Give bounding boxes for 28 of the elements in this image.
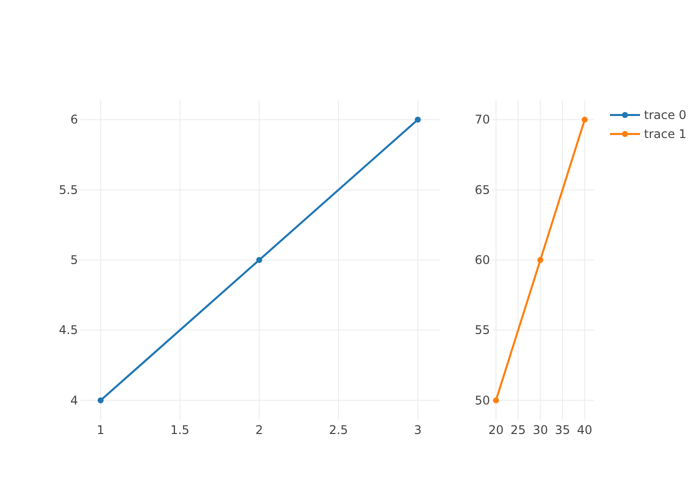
y-tick-label: 6 (70, 112, 78, 127)
x-tick-label: 3 (414, 423, 422, 437)
x-tick-label: 2.5 (328, 423, 348, 437)
x-tick-label: 35 (554, 423, 570, 437)
point (537, 257, 544, 263)
legend-label: trace 0 (644, 108, 686, 122)
y-tick-label: 4.5 (58, 323, 78, 338)
x-tick-label: 20 (488, 423, 504, 437)
y-tick-label: 5.5 (58, 182, 78, 197)
point (98, 397, 104, 404)
y-tick-label: 70 (474, 112, 490, 127)
x-tick-label: 25 (510, 423, 526, 437)
x-tick-label: 1.5 (170, 423, 190, 437)
legend-label: trace 1 (644, 127, 686, 141)
point (492, 397, 499, 404)
x-tick-label: 40 (577, 423, 592, 437)
y-tick-label: 60 (474, 253, 490, 267)
point (414, 116, 421, 123)
point (582, 116, 588, 123)
y-tick-label: 50 (474, 393, 490, 408)
x-tick-label: 1 (96, 423, 104, 437)
y-tick-label: 5 (70, 253, 78, 267)
y-tick-label: 65 (474, 182, 490, 197)
point (256, 257, 262, 263)
x-tick-label: 2 (255, 423, 264, 437)
x-tick-label: 30 (532, 423, 548, 437)
y-tick-label: 4 (70, 393, 78, 408)
y-tick-label: 55 (474, 323, 490, 338)
